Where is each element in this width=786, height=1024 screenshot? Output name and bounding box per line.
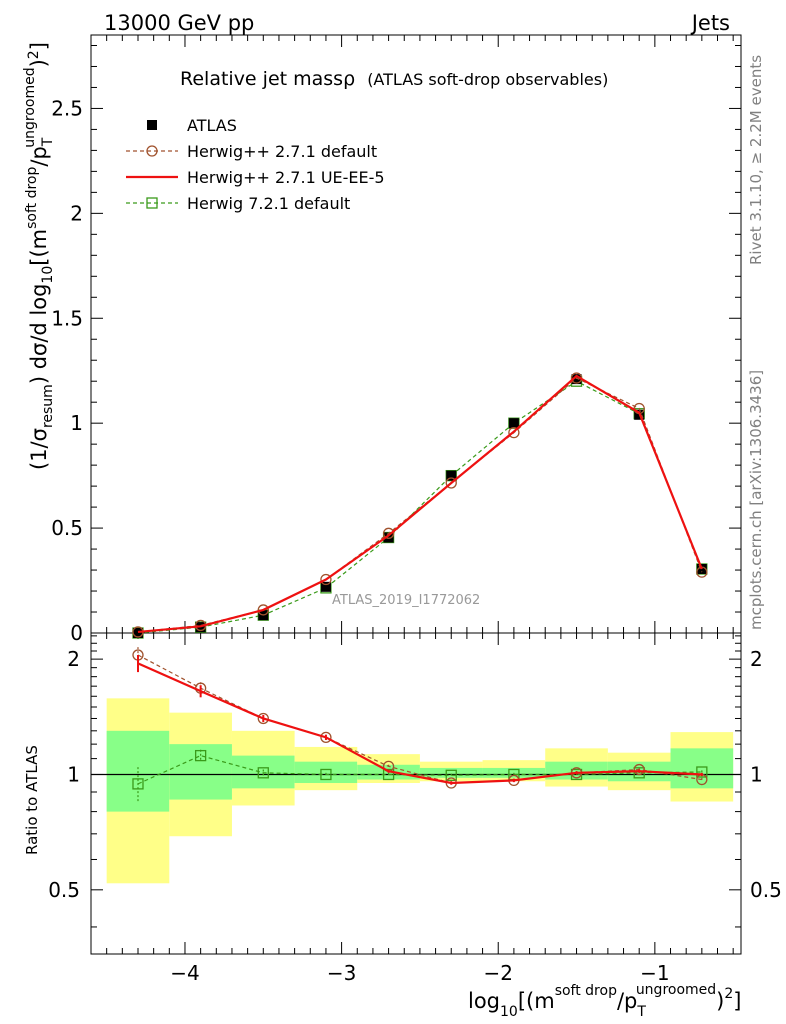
ratio-point-herwig-7-2-1-default — [132, 778, 144, 790]
ratio-plot-frame — [90, 632, 742, 955]
band-inner-3 — [294, 761, 358, 784]
x-tick-label: −1 — [640, 961, 669, 985]
header-left: 13000 GeV pp — [104, 11, 254, 35]
band-inner-7 — [545, 761, 608, 780]
main-point-herwig-2-7-1-default — [508, 426, 520, 439]
band-inner-5 — [419, 767, 483, 778]
x-axis-label: log10[(msoft drop/pTungroomed)2] — [468, 982, 742, 1020]
ratio-point-herwig-2-7-1-default — [257, 712, 269, 725]
ratio-line-herwig-2-7-1-default — [137, 654, 702, 784]
band-inner-2 — [231, 755, 295, 789]
main-series — [132, 372, 708, 639]
legend: ATLAS Herwig++ 2.7.1 default Herwig++ 2.7.… — [126, 116, 385, 213]
ratio-point-herwig-2-7-1-default — [633, 763, 645, 776]
main-point-herwig-2-7-1-default — [257, 604, 269, 616]
plot-title-rho: ρ — [343, 68, 355, 90]
main-point-atlas — [571, 374, 582, 385]
ratio-point-herwig-7-2-1-default — [257, 767, 269, 779]
legend-label-atlas: ATLAS — [187, 116, 237, 135]
ratio-point-herwig-7-2-1-default — [320, 768, 332, 781]
y-tick-label-main-zero: 0 — [70, 621, 83, 645]
ratio-series — [132, 647, 708, 803]
y-axis-label-main: (1/σresum) dσ/d log10[(msoft drop/pTungr… — [22, 42, 56, 470]
analysis-tag: ATLAS_2019_I1772062 — [332, 593, 480, 608]
legend-marker-atlas — [147, 120, 157, 130]
axis-ticks: −4 −3 −2 −1 0.5 1 1.5 2 2.5 0 0.5 0.5 1 1 2 2 — [48, 35, 782, 985]
legend-marker-herwig-2-7-1-default — [146, 145, 158, 157]
ratio-point-herwig-7-2-1-default — [633, 767, 645, 779]
band-inner-9 — [670, 748, 734, 789]
ratio-uncertainty-bands — [91, 698, 741, 884]
y-tick-label-main: 1.5 — [51, 306, 83, 330]
y-tick-label-ratio-right: 0.5 — [750, 878, 782, 902]
main-line-herwig-7-2-1-default — [137, 380, 703, 634]
x-tick-label: −2 — [483, 961, 512, 985]
plot-title: Relative jet massρ (ATLAS soft-drop obse… — [180, 68, 608, 90]
y-tick-label-main: 2.5 — [51, 96, 83, 120]
y-tick-label-main: 2 — [70, 201, 83, 225]
y-axis-label-ratio: Ratio to ATLAS — [23, 745, 41, 855]
y-tick-label-ratio-right: 1 — [750, 762, 763, 786]
ratio-line-herwig-7-2-1-default — [137, 754, 702, 785]
y-tick-label-ratio: 2 — [67, 647, 80, 671]
y-tick-label-ratio: 0.5 — [48, 878, 80, 902]
y-tick-label-main: 1 — [70, 411, 83, 435]
legend-marker-herwig-7-2-1-default — [146, 197, 158, 209]
side-version: Rivet 3.1.10, ≥ 2.2M events — [747, 55, 765, 265]
main-point-atlas — [383, 532, 394, 543]
ratio-point-herwig-2-7-1-default — [320, 731, 332, 743]
y-tick-label-main: 0.5 — [51, 516, 83, 540]
header-right: Jets — [690, 11, 730, 35]
ratio-line-herwig-2-7-1-ue-ee-5 — [137, 662, 702, 785]
plot-title-sub: (ATLAS soft-drop observables) — [367, 70, 608, 89]
band-inner-1 — [169, 744, 232, 800]
plot-title-main: Relative jet mass — [180, 68, 343, 90]
ratio-point-herwig-7-2-1-default — [382, 768, 395, 781]
x-tick-label: −4 — [170, 961, 199, 985]
y-tick-label-ratio: 1 — [67, 762, 80, 786]
legend-label-herwig-7-2-1-default: Herwig 7.2.1 default — [187, 194, 350, 213]
main-point-herwig-2-7-1-default — [320, 573, 332, 586]
main-point-herwig-2-7-1-default — [382, 527, 395, 539]
legend-label-herwig-2-7-1-ue-ee-5: Herwig++ 2.7.1 UE-EE-5 — [187, 168, 385, 187]
main-point-atlas — [446, 470, 457, 481]
main-point-atlas — [320, 581, 331, 592]
side-source: mcplots.cern.ch [arXiv:1306.3436] — [747, 370, 765, 630]
ratio-point-herwig-7-2-1-default — [445, 769, 457, 781]
x-tick-label: −3 — [327, 961, 356, 985]
ratio-point-herwig-7-2-1-default — [696, 766, 708, 778]
y-tick-label-ratio-right: 2 — [750, 647, 763, 671]
main-point-herwig-2-7-1-default — [445, 477, 457, 489]
ratio-point-herwig-7-2-1-default — [194, 749, 207, 762]
main-point-atlas — [132, 628, 143, 638]
main-point-atlas — [508, 418, 519, 429]
main-line-herwig-2-7-1-ue-ee-5 — [137, 374, 703, 634]
legend-label-herwig-2-7-1-default: Herwig++ 2.7.1 default — [187, 142, 377, 161]
